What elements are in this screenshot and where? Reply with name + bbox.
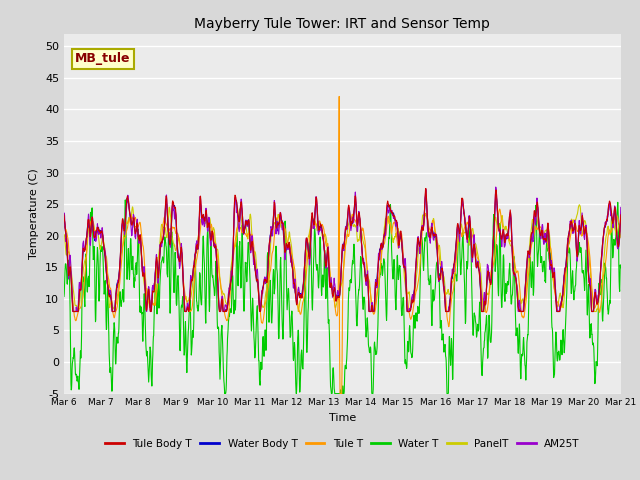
Legend: Tule Body T, Water Body T, Tule T, Water T, PanelT, AM25T: Tule Body T, Water Body T, Tule T, Water… <box>101 435 584 453</box>
X-axis label: Time: Time <box>329 413 356 423</box>
Text: MB_tule: MB_tule <box>75 52 131 65</box>
Title: Mayberry Tule Tower: IRT and Sensor Temp: Mayberry Tule Tower: IRT and Sensor Temp <box>195 17 490 31</box>
Y-axis label: Temperature (C): Temperature (C) <box>29 168 40 259</box>
